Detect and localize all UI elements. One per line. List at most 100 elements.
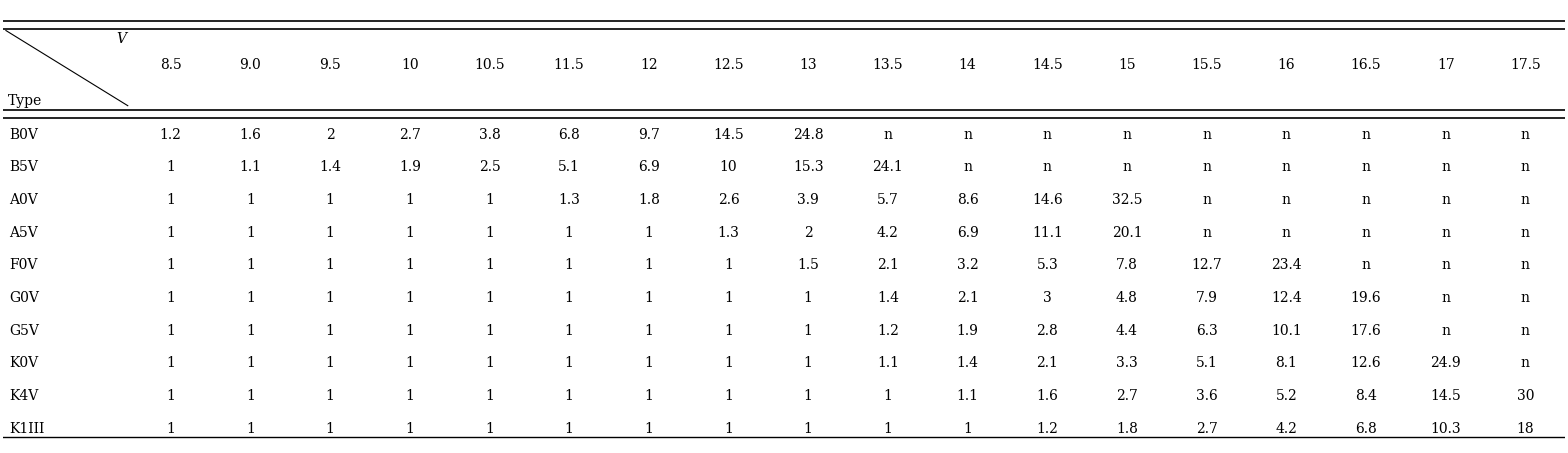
Text: 9.0: 9.0 <box>240 58 262 72</box>
Text: B5V: B5V <box>9 160 38 174</box>
Text: 11.1: 11.1 <box>1032 226 1063 240</box>
Text: 17: 17 <box>1436 58 1455 72</box>
Text: n: n <box>1043 128 1052 141</box>
Text: 1.1: 1.1 <box>240 160 262 174</box>
Text: 23.4: 23.4 <box>1272 258 1301 272</box>
Text: 17.5: 17.5 <box>1510 58 1541 72</box>
Text: 13.5: 13.5 <box>872 58 903 72</box>
Text: n: n <box>1281 128 1290 141</box>
Text: 4.2: 4.2 <box>877 226 898 240</box>
Text: n: n <box>1123 128 1132 141</box>
Text: n: n <box>1441 323 1450 337</box>
Text: 4.4: 4.4 <box>1116 323 1138 337</box>
Text: 14.5: 14.5 <box>1430 389 1461 403</box>
Text: n: n <box>1361 226 1370 240</box>
Text: 2.6: 2.6 <box>718 193 740 207</box>
Text: 8.4: 8.4 <box>1355 389 1377 403</box>
Text: n: n <box>1361 193 1370 207</box>
Text: 1: 1 <box>724 258 732 272</box>
Text: G5V: G5V <box>9 323 39 337</box>
Text: 9.5: 9.5 <box>320 58 340 72</box>
Text: 1: 1 <box>246 258 256 272</box>
Text: 1: 1 <box>883 389 892 403</box>
Text: 1: 1 <box>326 193 334 207</box>
Text: 1: 1 <box>804 356 812 370</box>
Text: 2.1: 2.1 <box>877 258 898 272</box>
Text: 30: 30 <box>1516 389 1534 403</box>
Text: 1.9: 1.9 <box>956 323 978 337</box>
Text: 5.1: 5.1 <box>558 160 580 174</box>
Text: 9.7: 9.7 <box>638 128 660 141</box>
Text: 8.5: 8.5 <box>160 58 182 72</box>
Text: 24.1: 24.1 <box>872 160 903 174</box>
Text: 16: 16 <box>1278 58 1295 72</box>
Text: 12: 12 <box>640 58 657 72</box>
Text: n: n <box>1441 193 1450 207</box>
Text: 20.1: 20.1 <box>1112 226 1142 240</box>
Text: 3.6: 3.6 <box>1196 389 1217 403</box>
Text: 6.3: 6.3 <box>1196 323 1217 337</box>
Text: 1.6: 1.6 <box>1036 389 1058 403</box>
Text: 1.5: 1.5 <box>797 258 818 272</box>
Text: 2: 2 <box>326 128 334 141</box>
Text: 2.1: 2.1 <box>956 291 978 305</box>
Text: 1: 1 <box>564 323 574 337</box>
Text: 1: 1 <box>406 422 414 435</box>
Text: n: n <box>1521 160 1530 174</box>
Text: 4.2: 4.2 <box>1275 422 1297 435</box>
Text: 1: 1 <box>485 226 494 240</box>
Text: 1.3: 1.3 <box>718 226 740 240</box>
Text: 12.5: 12.5 <box>713 58 743 72</box>
Text: 1: 1 <box>644 422 654 435</box>
Text: 12.4: 12.4 <box>1272 291 1301 305</box>
Text: 1: 1 <box>564 389 574 403</box>
Text: 6.8: 6.8 <box>558 128 580 141</box>
Text: 5.7: 5.7 <box>877 193 898 207</box>
Text: 1: 1 <box>166 291 176 305</box>
Text: G0V: G0V <box>9 291 39 305</box>
Text: 1: 1 <box>485 422 494 435</box>
Text: 1: 1 <box>644 389 654 403</box>
Text: 1: 1 <box>724 422 732 435</box>
Text: n: n <box>883 128 892 141</box>
Text: 7.9: 7.9 <box>1196 291 1218 305</box>
Text: 11.5: 11.5 <box>554 58 585 72</box>
Text: n: n <box>1361 128 1370 141</box>
Text: n: n <box>1521 323 1530 337</box>
Text: n: n <box>1361 258 1370 272</box>
Text: 1: 1 <box>166 160 176 174</box>
Text: n: n <box>1281 160 1290 174</box>
Text: 1: 1 <box>246 323 256 337</box>
Text: 1: 1 <box>724 291 732 305</box>
Text: 24.8: 24.8 <box>793 128 823 141</box>
Text: 13: 13 <box>800 58 817 72</box>
Text: A5V: A5V <box>9 226 38 240</box>
Text: 1: 1 <box>485 356 494 370</box>
Text: 5.3: 5.3 <box>1036 258 1058 272</box>
Text: 7.8: 7.8 <box>1116 258 1138 272</box>
Text: 1: 1 <box>724 389 732 403</box>
Text: 1: 1 <box>644 226 654 240</box>
Text: 1: 1 <box>326 258 334 272</box>
Text: n: n <box>1441 291 1450 305</box>
Text: n: n <box>1441 128 1450 141</box>
Text: 14.5: 14.5 <box>713 128 743 141</box>
Text: n: n <box>1203 128 1210 141</box>
Text: A0V: A0V <box>9 193 38 207</box>
Text: 1: 1 <box>326 291 334 305</box>
Text: 1: 1 <box>804 323 812 337</box>
Text: 1: 1 <box>166 226 176 240</box>
Text: 15.3: 15.3 <box>793 160 823 174</box>
Text: 1: 1 <box>804 389 812 403</box>
Text: n: n <box>1441 258 1450 272</box>
Text: 3.2: 3.2 <box>956 258 978 272</box>
Text: K4V: K4V <box>9 389 38 403</box>
Text: n: n <box>1281 193 1290 207</box>
Text: n: n <box>1521 193 1530 207</box>
Text: 10: 10 <box>720 160 737 174</box>
Text: 1: 1 <box>963 422 972 435</box>
Text: K0V: K0V <box>9 356 38 370</box>
Text: 10.5: 10.5 <box>474 58 505 72</box>
Text: n: n <box>1521 226 1530 240</box>
Text: 1: 1 <box>326 422 334 435</box>
